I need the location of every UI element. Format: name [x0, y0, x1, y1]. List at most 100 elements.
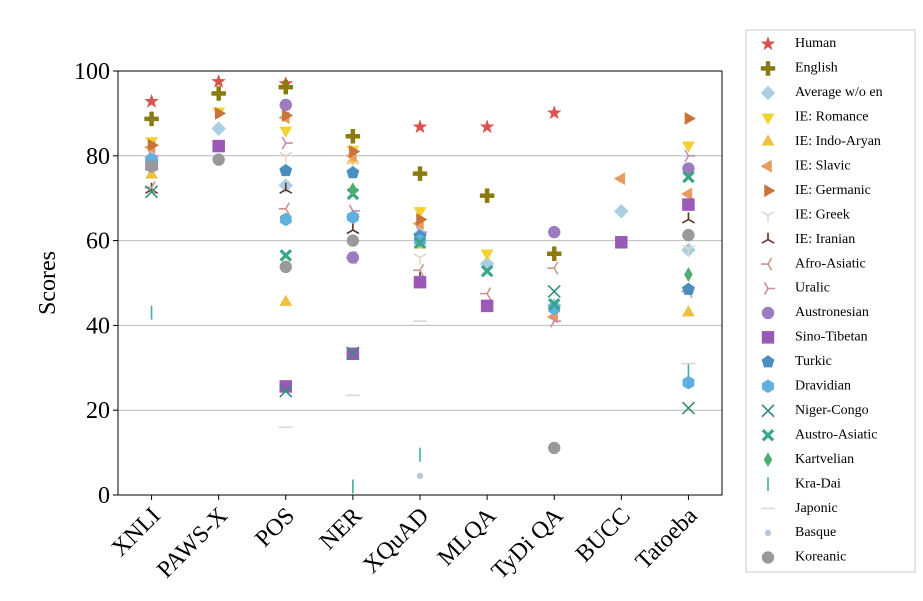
point	[416, 472, 424, 480]
x-tick-label: BUCC	[571, 503, 636, 568]
point	[550, 314, 562, 328]
legend-marker	[761, 134, 775, 146]
point	[547, 284, 561, 299]
point	[279, 98, 293, 112]
point	[348, 182, 358, 198]
legend-label: IE: Iranian	[795, 232, 855, 247]
point	[681, 305, 695, 317]
legend-marker	[761, 428, 775, 442]
legend-marker	[761, 331, 775, 344]
point	[346, 234, 360, 247]
point	[681, 244, 695, 257]
point	[279, 212, 292, 227]
point	[480, 249, 494, 261]
point	[480, 287, 492, 301]
point	[279, 126, 293, 138]
point	[212, 139, 225, 153]
legend-marker	[761, 355, 775, 368]
legend-box	[745, 29, 916, 573]
y-tick-label: 100	[74, 59, 110, 85]
legend-marker	[760, 36, 776, 51]
point	[282, 109, 294, 123]
x-tick-label: XNLI	[107, 503, 166, 562]
point	[278, 79, 294, 95]
legend-marker	[761, 257, 773, 271]
legend-label: Uralic	[795, 281, 830, 296]
legend-label: Koreanic	[795, 550, 846, 565]
point	[278, 202, 290, 216]
legend-marker	[763, 282, 775, 295]
point	[681, 212, 695, 224]
point	[480, 264, 494, 278]
point	[281, 136, 293, 150]
point	[480, 299, 494, 313]
legend-label: Austronesian	[795, 305, 869, 320]
legend-label: Average w/o en	[795, 85, 883, 100]
point	[613, 203, 629, 219]
point	[279, 163, 293, 177]
point	[547, 261, 559, 275]
y-axis-label: Scores	[35, 251, 61, 315]
point	[346, 346, 360, 360]
y-tick-label: 20	[86, 398, 110, 424]
y-tick-label: 0	[98, 483, 110, 509]
legend-marker	[760, 85, 776, 101]
point	[547, 225, 561, 239]
legend-label: Kartvelian	[795, 452, 854, 467]
point	[681, 141, 695, 153]
point	[413, 236, 427, 250]
point	[145, 160, 158, 173]
legend-label: IE: Romance	[795, 110, 868, 125]
legend-marker	[760, 159, 772, 173]
point	[214, 106, 227, 120]
y-tick-label: 40	[86, 313, 110, 339]
point	[684, 111, 696, 125]
point	[547, 297, 561, 311]
point	[212, 153, 225, 166]
point	[546, 105, 562, 120]
point	[681, 282, 695, 295]
point	[416, 212, 428, 226]
legend-label: Sino-Tibetan	[795, 330, 868, 345]
point	[349, 145, 361, 159]
legend-label: IE: Germanic	[795, 183, 871, 198]
point	[682, 228, 695, 242]
point	[279, 384, 293, 398]
point	[211, 73, 227, 88]
legend-label: IE: Indo-Aryan	[795, 134, 881, 149]
point	[346, 165, 360, 179]
legend-marker	[761, 210, 775, 223]
legend-label: Japonic	[795, 501, 838, 516]
point	[479, 188, 495, 203]
legend-label: Human	[795, 36, 836, 51]
point	[144, 111, 159, 127]
legend-marker	[761, 306, 775, 320]
legend-marker	[763, 452, 773, 468]
point	[682, 170, 695, 184]
point	[279, 151, 293, 163]
point	[345, 129, 361, 144]
legend-label: IE: Slavic	[795, 158, 851, 173]
legend-marker	[761, 551, 775, 564]
point	[144, 93, 159, 108]
point	[615, 236, 628, 249]
legend-marker	[761, 113, 775, 125]
point	[547, 441, 561, 455]
point	[346, 251, 360, 264]
point	[680, 187, 693, 201]
x-tick-label: XQuAD	[358, 503, 434, 579]
legend-marker	[762, 379, 774, 394]
point	[279, 249, 293, 262]
x-tick-label: TyDi QA	[487, 502, 569, 584]
legend-label: Afro-Asiatic	[795, 256, 866, 271]
legend-label: Austro-Asiatic	[795, 427, 877, 442]
point	[412, 166, 428, 181]
point	[613, 172, 626, 186]
point	[684, 149, 696, 163]
legend-label: Niger-Congo	[795, 403, 869, 418]
legend-label: English	[795, 61, 838, 76]
point	[145, 167, 159, 179]
point	[279, 182, 293, 194]
point	[279, 260, 293, 274]
